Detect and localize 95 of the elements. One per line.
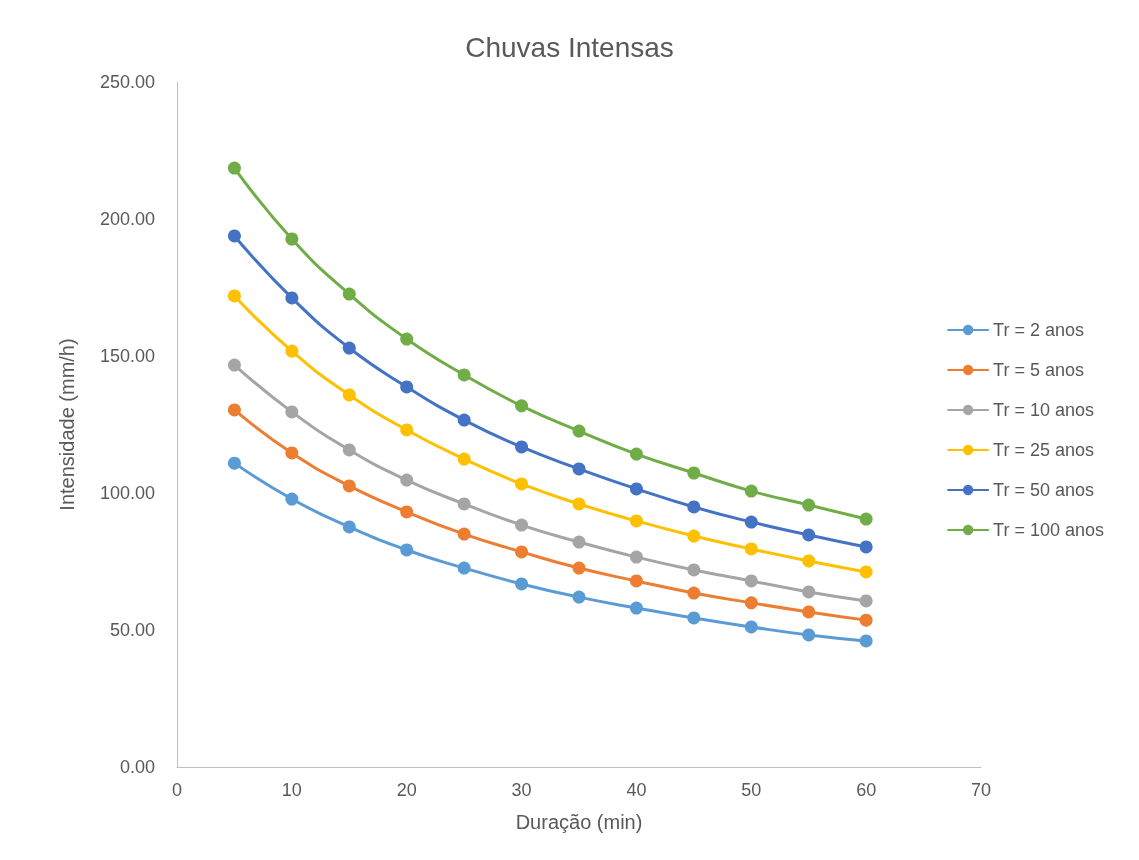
- point: [859, 540, 873, 554]
- point: [400, 473, 414, 487]
- point: [400, 543, 414, 557]
- y-tick-label: 100.00: [99, 483, 155, 503]
- x-tick-label: 30: [511, 780, 532, 800]
- y-tick-label: 0.00: [119, 757, 155, 777]
- point: [227, 456, 241, 470]
- x-tick-label: 50: [741, 780, 762, 800]
- point: [629, 482, 643, 496]
- point: [285, 232, 299, 246]
- chart-title: Chuvas Intensas: [465, 31, 674, 63]
- point: [572, 561, 586, 575]
- point: [802, 498, 816, 512]
- point: [572, 590, 586, 604]
- point: [629, 514, 643, 528]
- x-tick-label: 10: [281, 780, 302, 800]
- point: [515, 518, 529, 532]
- point: [285, 405, 299, 419]
- legend-label: Tr = 5 anos: [993, 360, 1084, 380]
- x-tick-label: 70: [970, 780, 992, 800]
- point: [457, 368, 471, 382]
- legend-label: Tr = 50 anos: [993, 480, 1094, 500]
- point: [515, 477, 529, 491]
- point: [629, 601, 643, 615]
- point: [687, 529, 701, 543]
- point: [687, 500, 701, 514]
- point: [744, 574, 758, 588]
- legend-label: Tr = 10 anos: [993, 400, 1094, 420]
- point: [227, 403, 241, 417]
- point: [457, 497, 471, 511]
- point: [227, 229, 241, 243]
- point: [629, 574, 643, 588]
- point: [285, 291, 299, 305]
- point: [572, 535, 586, 549]
- point: [285, 344, 299, 358]
- point: [802, 605, 816, 619]
- x-tick-label: 0: [171, 780, 183, 800]
- point: [744, 484, 758, 498]
- y-tick-label: 150.00: [99, 346, 155, 366]
- point: [515, 577, 529, 591]
- point: [227, 289, 241, 303]
- point: [802, 628, 816, 642]
- point: [859, 613, 873, 627]
- point: [457, 413, 471, 427]
- point: [400, 380, 414, 394]
- point: [859, 565, 873, 579]
- x-tick-label: 40: [626, 780, 647, 800]
- point: [227, 358, 241, 372]
- point: [687, 466, 701, 480]
- x-tick-label: 20: [396, 780, 417, 800]
- point: [802, 554, 816, 568]
- point: [687, 563, 701, 577]
- point: [342, 287, 356, 301]
- x-tick-label: 60: [856, 780, 877, 800]
- point: [400, 505, 414, 519]
- point: [457, 527, 471, 541]
- point: [629, 447, 643, 461]
- point: [859, 594, 873, 608]
- point: [629, 550, 643, 564]
- legend-label: Tr = 2 anos: [993, 320, 1084, 340]
- point: [687, 611, 701, 625]
- point: [572, 462, 586, 476]
- y-axis-title: Intensidade (mm/h): [56, 338, 78, 511]
- point: [342, 443, 356, 457]
- point: [744, 596, 758, 610]
- point: [457, 561, 471, 575]
- point: [400, 423, 414, 437]
- point: [400, 332, 414, 346]
- point: [802, 585, 816, 599]
- y-tick-label: 200.00: [99, 209, 155, 229]
- point: [744, 515, 758, 529]
- y-tick-label: 250.00: [99, 72, 155, 92]
- y-tick-label: 50.00: [109, 620, 155, 640]
- point: [515, 399, 529, 413]
- point: [744, 542, 758, 556]
- x-axis-title: Duração (min): [515, 811, 643, 833]
- point: [227, 161, 241, 175]
- point: [285, 492, 299, 506]
- point: [572, 497, 586, 511]
- legend-label: Tr = 25 anos: [993, 440, 1094, 460]
- point: [687, 586, 701, 600]
- point: [342, 520, 356, 534]
- point: [342, 341, 356, 355]
- point: [342, 479, 356, 493]
- point: [744, 620, 758, 634]
- point: [859, 512, 873, 526]
- point: [457, 452, 471, 466]
- point: [802, 528, 816, 542]
- legend-label: Tr = 100 anos: [993, 520, 1105, 540]
- point: [515, 545, 529, 559]
- point: [859, 634, 873, 648]
- point: [285, 446, 299, 460]
- point: [342, 388, 356, 402]
- point: [572, 424, 586, 438]
- point: [515, 440, 529, 454]
